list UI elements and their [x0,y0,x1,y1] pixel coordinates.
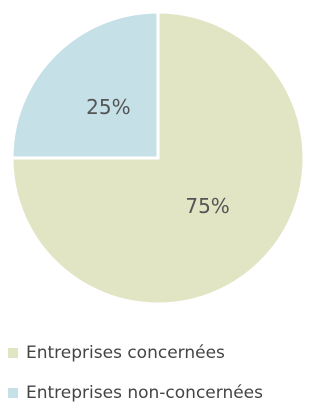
pie-slice-1[interactable] [10,10,160,160]
pie-slice-label-1: 25% [86,95,130,119]
legend-swatch-non-concernees [8,388,18,398]
legend-item-concernees[interactable]: Entreprises concernées [8,340,318,366]
pie-labels: 75% 25% [86,95,230,218]
pie-chart: 75% 25% [10,10,306,306]
chart-legend: Entreprises concernées Entreprises non-c… [8,340,318,420]
legend-item-non-concernees[interactable]: Entreprises non-concernées [8,380,318,406]
pie-slices [10,10,306,306]
legend-swatch-concernees [8,348,18,358]
pie-slice-label-0: 75% [185,194,229,218]
legend-label-non-concernees: Entreprises non-concernées [26,383,263,403]
legend-label-concernees: Entreprises concernées [26,343,225,363]
